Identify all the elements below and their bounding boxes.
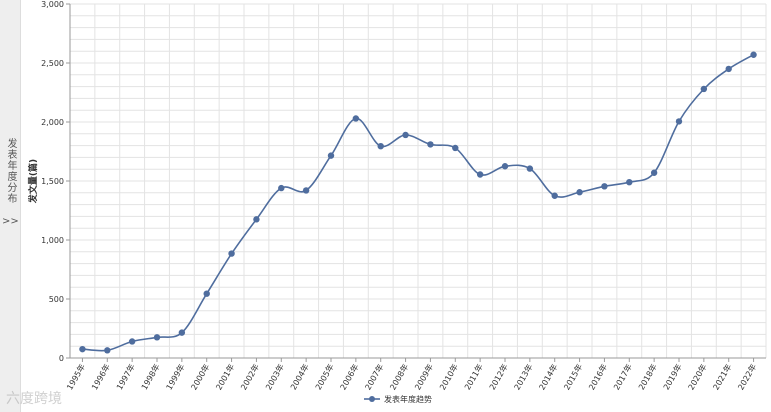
series-line	[82, 54, 754, 352]
x-tick-label: 2002年	[238, 362, 261, 392]
x-tick-label: 2016年	[586, 362, 609, 392]
x-tick-label: 2019年	[661, 362, 684, 392]
y-tick-label: 1,500	[41, 177, 64, 186]
data-point[interactable]	[601, 183, 608, 190]
data-point[interactable]	[302, 187, 310, 194]
x-tick-label: 2008年	[387, 362, 410, 392]
data-point[interactable]	[700, 85, 708, 93]
x-tick-label: 1998年	[139, 362, 162, 392]
x-tick-label: 2012年	[487, 362, 510, 392]
data-point[interactable]	[501, 163, 509, 170]
side-tab-label: 发表年度分布	[5, 138, 16, 204]
x-tick-label: 1997年	[114, 362, 137, 392]
data-point[interactable]	[650, 169, 658, 176]
data-point[interactable]	[427, 141, 434, 148]
data-point[interactable]	[526, 165, 534, 172]
data-point[interactable]	[203, 290, 210, 297]
x-tick-label: 1999年	[164, 362, 187, 392]
data-point[interactable]	[452, 144, 459, 152]
data-point[interactable]	[278, 184, 285, 192]
x-tick-label: 2006年	[338, 362, 361, 392]
x-tick-label: 2020年	[686, 362, 709, 392]
x-tick-label: 2000年	[189, 362, 212, 392]
data-point[interactable]	[128, 338, 136, 345]
y-tick-label: 2,000	[41, 118, 64, 127]
watermark: 六度跨境	[6, 391, 62, 407]
x-tick-label: 2015年	[561, 362, 584, 392]
data-point[interactable]	[551, 192, 558, 199]
y-tick-label: 1,000	[41, 236, 64, 245]
x-tick-label: 1996年	[89, 362, 112, 392]
x-tick-label: 2001年	[213, 362, 236, 392]
expand-arrow-icon[interactable]: >>	[2, 216, 19, 227]
x-tick-label: 2010年	[437, 362, 460, 392]
data-point[interactable]	[725, 65, 732, 73]
data-point[interactable]	[576, 189, 583, 196]
x-tick-label: 2022年	[735, 362, 758, 392]
side-tab[interactable]: 发表年度分布 >>	[0, 0, 21, 412]
data-point[interactable]	[377, 142, 384, 150]
axis-layer	[66, 3, 766, 362]
data-point[interactable]	[153, 334, 161, 341]
x-tick-labels: 1995年 1996年 1997年 1998年 1999年 2000年 2001年 2002年…	[64, 362, 758, 392]
x-tick-label: 2018年	[636, 362, 659, 392]
data-point[interactable]	[327, 152, 335, 159]
y-tick-labels: 0 500 1,000 1,500 2,000 2,500 3,000	[41, 0, 64, 363]
data-points	[79, 51, 757, 354]
data-point[interactable]	[750, 51, 757, 58]
data-point[interactable]	[476, 171, 484, 178]
x-tick-label: 2014年	[537, 362, 560, 392]
x-tick-label: 1995年	[64, 362, 87, 392]
data-point[interactable]	[402, 131, 409, 139]
data-point[interactable]	[352, 115, 360, 122]
data-point[interactable]	[104, 347, 111, 354]
x-tick-label: 2003年	[263, 362, 286, 392]
grid-layer	[69, 3, 767, 359]
x-tick-label: 2009年	[412, 362, 435, 392]
legend-dot-marker	[369, 396, 375, 402]
y-tick-label: 3,000	[41, 0, 64, 9]
x-tick-label: 2004年	[288, 362, 311, 392]
y-tick-label: 2,500	[41, 59, 64, 68]
data-point[interactable]	[228, 250, 235, 257]
y-tick-label: 0	[59, 354, 64, 363]
x-tick-label: 2011年	[462, 362, 485, 392]
data-point[interactable]	[79, 345, 86, 353]
x-tick-label: 2007年	[363, 362, 386, 392]
legend-label: 发表年度趋势	[384, 394, 432, 404]
y-axis-label: 发文量(篇)	[27, 159, 39, 204]
data-point[interactable]	[178, 329, 186, 336]
x-tick-label: 2013年	[512, 362, 535, 392]
data-point[interactable]	[626, 178, 633, 186]
x-tick-label: 2021年	[711, 362, 734, 392]
x-tick-label: 2005年	[313, 362, 336, 392]
data-point[interactable]	[675, 118, 683, 125]
data-point[interactable]	[253, 216, 260, 223]
x-tick-label: 2017年	[611, 362, 634, 392]
legend[interactable]: 发表年度趋势	[364, 394, 432, 404]
y-tick-label: 500	[49, 295, 64, 304]
